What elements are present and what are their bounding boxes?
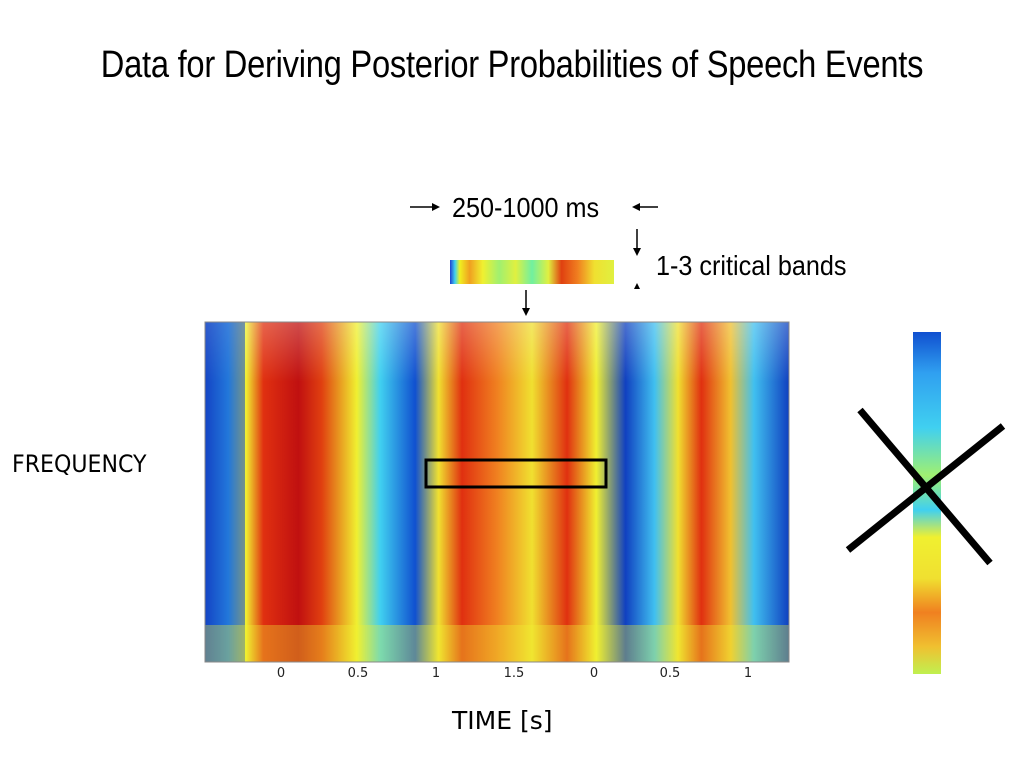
selection-box: [424, 458, 608, 489]
duration-label: 250-1000 ms: [452, 192, 600, 223]
up-arrow-icon: [634, 283, 640, 289]
page-title: Data for Deriving Posterior Probabilitie…: [100, 44, 924, 86]
down-arrow-icon: [633, 229, 641, 256]
x-tick: 1: [431, 666, 441, 681]
x-tick: 1.5: [503, 666, 525, 681]
x-tick: 0: [589, 666, 599, 681]
critical-band-label: 1-3 critical bands: [656, 250, 847, 281]
y-axis-label: FREQUENCY: [12, 450, 147, 478]
x-tick: 1: [743, 666, 753, 681]
x-axis-label: TIME [s]: [452, 706, 553, 735]
x-tick: 0.5: [347, 666, 369, 681]
x-tick: 0: [276, 666, 286, 681]
right-arrow-icon: [410, 203, 440, 211]
patch-strip: [450, 260, 614, 284]
x-tick: 0.5: [659, 666, 681, 681]
cross-out-icon: [845, 407, 1006, 566]
pointer-arrow-icon: [522, 290, 530, 316]
left-arrow-icon: [632, 203, 658, 211]
